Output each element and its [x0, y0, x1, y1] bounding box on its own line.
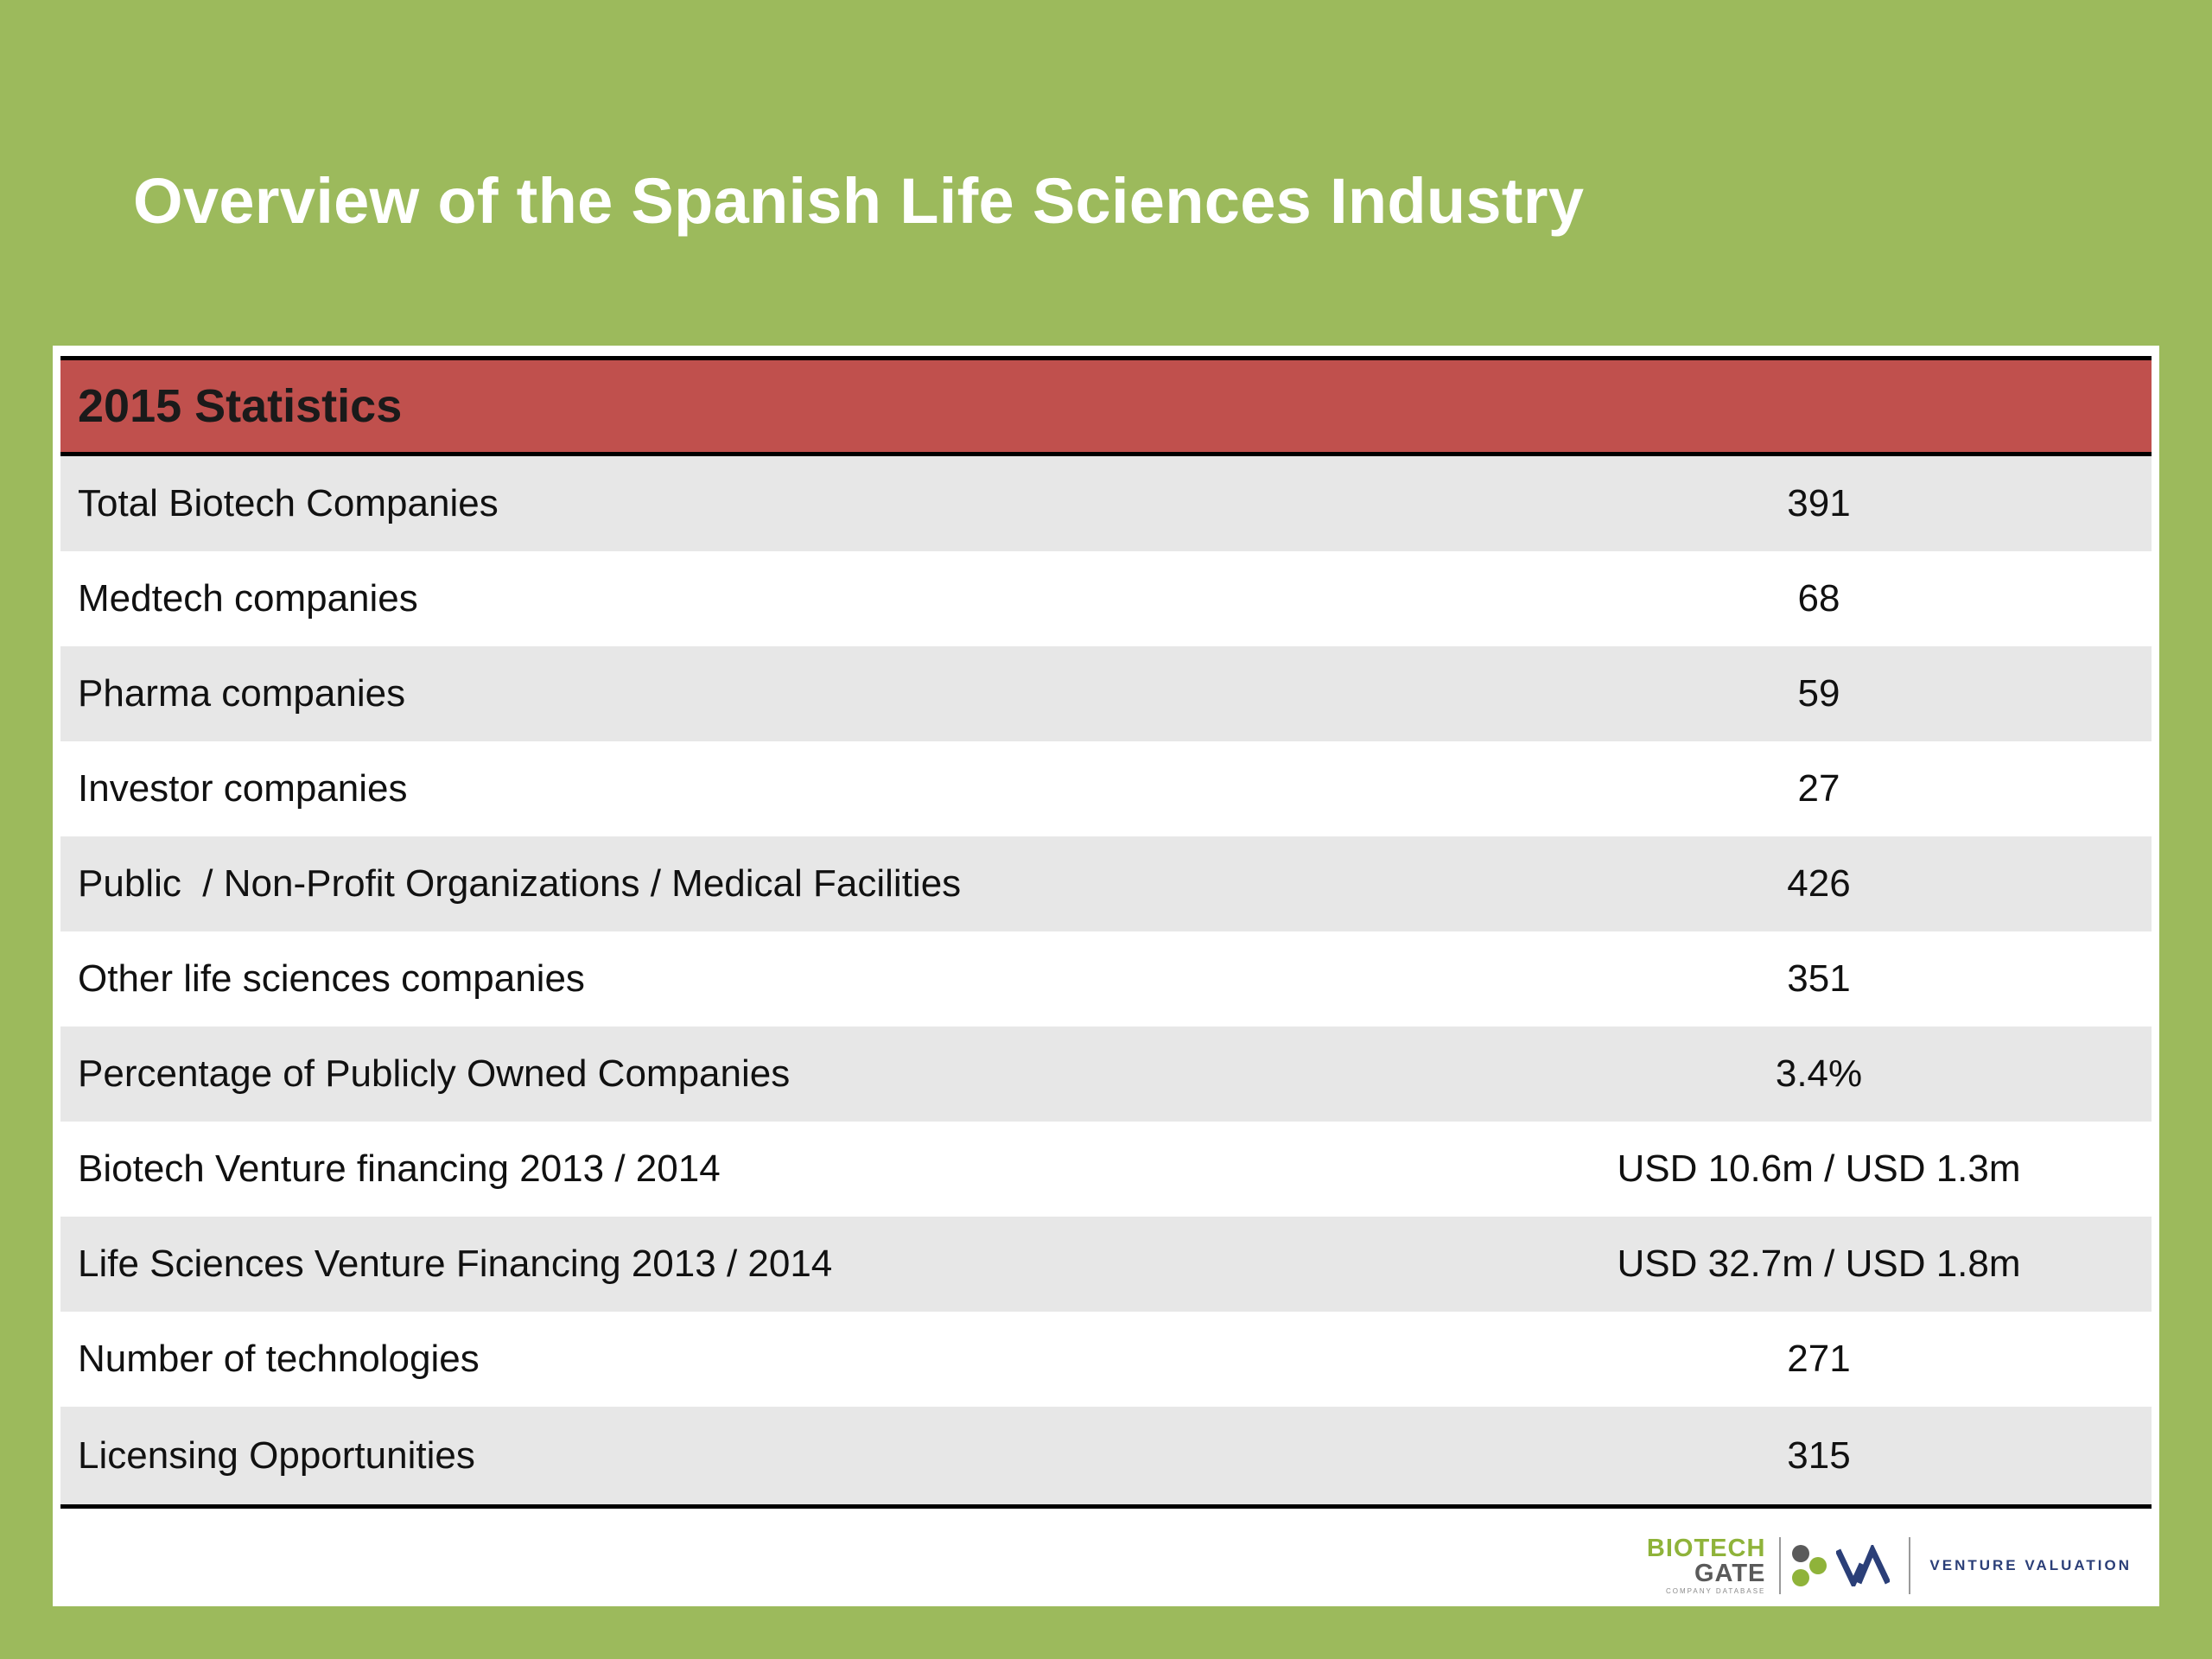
row-label: Licensing Opportunities — [60, 1407, 1486, 1509]
table-row: Percentage of Publicly Owned Companies 3… — [60, 1027, 2152, 1122]
row-value: 271 — [1486, 1312, 2152, 1407]
row-label: Medtech companies — [60, 551, 1486, 646]
row-label: Number of technologies — [60, 1312, 1486, 1407]
biotech-gate-logo-word1: BIOTECH — [1646, 1535, 1766, 1562]
row-label: Pharma companies — [60, 646, 1486, 741]
row-value: 3.4% — [1486, 1027, 2152, 1122]
table-header: 2015 Statistics — [60, 356, 2152, 456]
row-label: Investor companies — [60, 741, 1486, 836]
biotech-gate-logo-subtitle: COMPANY DATABASE — [1665, 1587, 1766, 1595]
row-value: 426 — [1486, 836, 2152, 931]
biotech-gate-logo: BIOTECH GATE COMPANY DATABASE — [1647, 1536, 1766, 1595]
row-label: Public / Non-Profit Organizations / Medi… — [60, 836, 1486, 931]
biotech-gate-logo-word2: GATE — [1694, 1560, 1766, 1587]
table-row: Other life sciences companies 351 — [60, 931, 2152, 1027]
row-label: Other life sciences companies — [60, 931, 1486, 1027]
row-value: 68 — [1486, 551, 2152, 646]
venture-valuation-logo-text: VENTURE VALUATION — [1929, 1557, 2132, 1573]
row-value: USD 10.6m / USD 1.3m — [1486, 1122, 2152, 1217]
table-row: Medtech companies 68 — [60, 551, 2152, 646]
row-value: 59 — [1486, 646, 2152, 741]
table-header-row: 2015 Statistics — [60, 356, 2152, 456]
table-row: Public / Non-Profit Organizations / Medi… — [60, 836, 2152, 931]
slide-title: Overview of the Spanish Life Sciences In… — [133, 165, 1585, 237]
row-value: USD 32.7m / USD 1.8m — [1486, 1217, 2152, 1312]
row-value: 391 — [1486, 454, 2152, 551]
row-label: Total Biotech Companies — [60, 454, 1486, 551]
table-row: Biotech Venture financing 2013 / 2014 US… — [60, 1122, 2152, 1217]
logo-divider — [1779, 1537, 1782, 1594]
table-row: Total Biotech Companies 391 — [60, 454, 2152, 551]
venture-valuation-mark-icon — [1836, 1545, 1891, 1586]
table-row: Life Sciences Venture Financing 2013 / 2… — [60, 1217, 2152, 1312]
table-row: Pharma companies 59 — [60, 646, 2152, 741]
table-row: Number of technologies 271 — [60, 1312, 2152, 1407]
row-value: 315 — [1486, 1407, 2152, 1509]
table-row: Investor companies 27 — [60, 741, 2152, 836]
statistics-panel: 2015 Statistics Total Biotech Companies … — [53, 346, 2159, 1606]
logo-divider — [1909, 1537, 1911, 1594]
hexagon-cluster-icon — [1792, 1545, 1827, 1586]
table-row: Licensing Opportunities 315 — [60, 1407, 2152, 1509]
row-label: Percentage of Publicly Owned Companies — [60, 1027, 1486, 1122]
row-label: Biotech Venture financing 2013 / 2014 — [60, 1122, 1486, 1217]
row-value: 351 — [1486, 931, 2152, 1027]
row-value: 27 — [1486, 741, 2152, 836]
row-label: Life Sciences Venture Financing 2013 / 2… — [60, 1217, 1486, 1312]
footer-logos: BIOTECH GATE COMPANY DATABASE VENTURE VA… — [1647, 1530, 2132, 1601]
statistics-table: 2015 Statistics Total Biotech Companies … — [60, 356, 2152, 1509]
